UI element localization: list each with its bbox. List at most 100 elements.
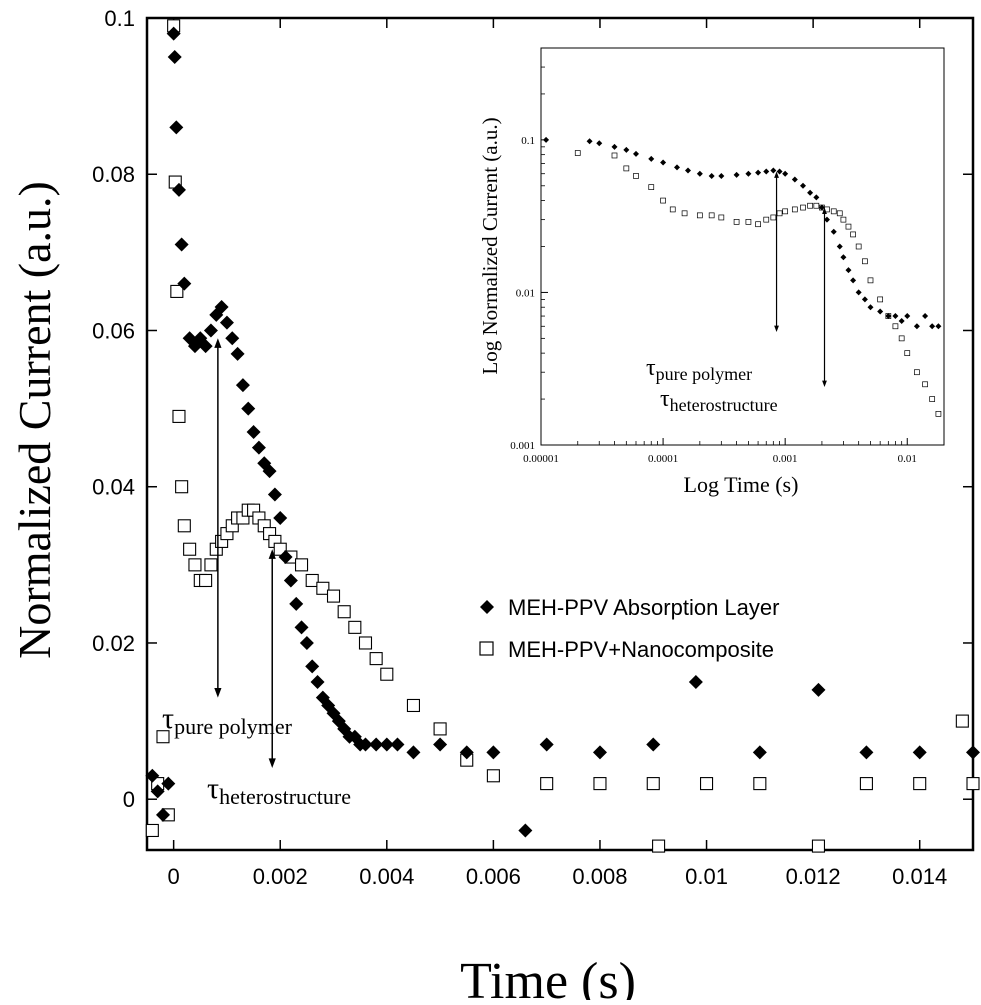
main-point-absorption-layer (358, 737, 373, 752)
main-plot-area (145, 16, 975, 852)
inset-point-absorption-layer (830, 228, 837, 235)
main-y-tick-label: 0.04 (92, 475, 135, 500)
inset-point-nanocomposite (929, 396, 936, 402)
inset-point-nanocomposite (763, 216, 770, 223)
main-point-absorption-layer (198, 339, 213, 354)
main-x-tick-label: 0.002 (253, 864, 308, 889)
main-point-nanocomposite (145, 823, 159, 838)
inset-point-nanocomposite (708, 212, 715, 219)
main-point-absorption-layer (166, 26, 181, 41)
main-point-nanocomposite (348, 620, 362, 634)
main-point-absorption-layer (262, 464, 277, 479)
inset-point-nanocomposite (855, 243, 862, 250)
inset-y-tick-label: 0.01 (516, 287, 535, 299)
inset-point-nanocomposite (745, 219, 752, 225)
main-point-nanocomposite (406, 698, 421, 713)
inset-point-nanocomposite (898, 335, 905, 342)
main-point-nanocomposite (337, 605, 351, 619)
main-point-absorption-layer (150, 784, 165, 799)
inset-point-nanocomposite (807, 202, 813, 209)
inset-point-absorption-layer (850, 277, 857, 284)
main-point-nanocomposite (913, 777, 927, 791)
main-point-nanocomposite (540, 777, 554, 791)
inset-point-nanocomposite (574, 150, 581, 156)
main-point-absorption-layer (811, 682, 826, 697)
inset-point-nanocomposite (611, 152, 618, 159)
main-point-absorption-layer (688, 675, 703, 690)
main-arrow-1-head-top (268, 549, 276, 559)
main-point-absorption-layer (267, 487, 282, 502)
inset-point-absorption-layer (770, 167, 777, 174)
main-point-absorption-layer (518, 823, 533, 838)
main-annotation-arrows (214, 338, 276, 768)
inset-x-tick-label: 0.00001 (523, 453, 559, 465)
inset-plot-area (540, 47, 945, 446)
main-point-nanocomposite (305, 573, 319, 588)
main-point-nanocomposite (175, 480, 189, 494)
main-point-absorption-layer (592, 745, 607, 760)
inset-point-absorption-layer (632, 150, 639, 157)
inset-point-absorption-layer (823, 216, 830, 223)
inset-point-absorption-layer (840, 254, 847, 261)
main-point-absorption-layer (235, 378, 250, 393)
inset-point-absorption-layer (586, 138, 593, 145)
legend-label-absorption-layer: MEH-PPV Absorption Layer (508, 595, 779, 620)
main-point-nanocomposite (486, 769, 500, 783)
main-point-absorption-layer (289, 596, 304, 611)
main-point-absorption-layer (246, 425, 261, 440)
main-point-absorption-layer (752, 745, 767, 760)
tau-subscript-pure-polymer: pure polymer (174, 714, 293, 739)
main-x-tick-label: 0 (168, 864, 180, 889)
main-point-nanocomposite (294, 558, 309, 572)
inset-point-absorption-layer (861, 296, 868, 303)
main-point-absorption-layer (433, 737, 448, 752)
inset-arrow-1-head-top (822, 207, 827, 214)
main-point-nanocomposite (652, 839, 666, 853)
main-point-absorption-layer (174, 237, 189, 252)
inset-point-nanocomposite (892, 323, 899, 330)
inset-arrow-0-head-top (774, 171, 779, 178)
inset-point-absorption-layer (673, 164, 680, 171)
inset-point-nanocomposite (660, 197, 666, 204)
main-point-absorption-layer (241, 401, 256, 416)
inset-point-nanocomposite (922, 381, 928, 388)
inset-point-absorption-layer (929, 323, 936, 330)
inset-point-nanocomposite (935, 411, 942, 417)
inset-point-absorption-layer (763, 168, 770, 175)
tau-subscript-heterostructure: heterostructure (219, 784, 351, 809)
main-x-axis-label: Time (s) (460, 953, 636, 1000)
inset-ticks (540, 47, 945, 446)
main-point-nanocomposite (593, 777, 607, 791)
inset-point-absorption-layer (611, 143, 618, 150)
inset-y-tick-label: 0.001 (510, 440, 535, 452)
legend-marker-diamond (480, 600, 494, 614)
main-point-absorption-layer (177, 276, 192, 291)
inset-point-absorption-layer (755, 169, 762, 176)
main-point-nanocomposite (859, 777, 873, 791)
inset-point-absorption-layer (660, 159, 667, 166)
inset-point-nanocomposite (904, 350, 911, 356)
inset-chart: 0.00001 0.0001 0.001 0.01 0.001 0.01 0.1 Log T… (478, 47, 945, 497)
inset-point-nanocomposite (733, 219, 740, 225)
inset-point-nanocomposite (623, 165, 630, 172)
inset-point-absorption-layer (922, 313, 929, 320)
main-data-marks (145, 19, 980, 853)
main-tick-labels: 0 0.002 0.004 0.006 0.008 0.01 0.012 0.014 0 0.02… (92, 6, 947, 889)
inset-point-nanocomposite (718, 214, 725, 221)
inset-point-absorption-layer (935, 323, 942, 330)
main-point-absorption-layer (203, 323, 218, 338)
main-point-nanocomposite (326, 589, 341, 603)
inset-point-nanocomposite (770, 214, 777, 221)
main-point-nanocomposite (273, 542, 287, 556)
main-x-tick-label: 0.004 (359, 864, 414, 889)
inset-point-nanocomposite (648, 184, 655, 190)
legend-label-nanocomposite: MEH-PPV+Nanocomposite (508, 637, 774, 662)
main-y-tick-label: 0.1 (104, 6, 135, 31)
main-point-absorption-layer (171, 182, 186, 197)
inset-point-nanocomposite (914, 369, 920, 376)
main-point-nanocomposite (966, 777, 980, 791)
main-point-absorption-layer (310, 675, 325, 690)
main-point-absorption-layer (299, 635, 314, 650)
inset-point-nanocomposite (633, 173, 639, 179)
